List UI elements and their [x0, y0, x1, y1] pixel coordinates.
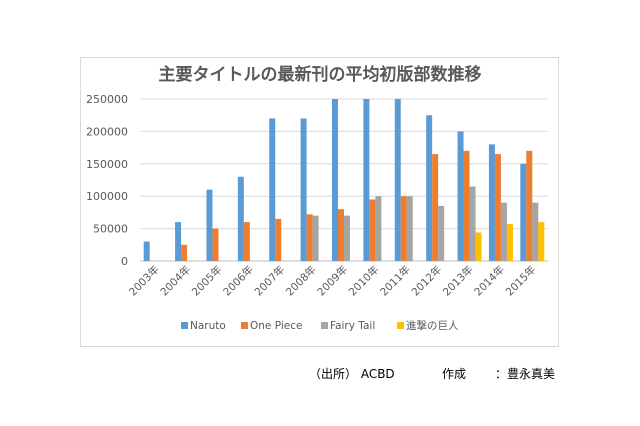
bar-naruto — [269, 118, 276, 261]
legend-swatch — [397, 322, 404, 329]
source-note: （出所） ACBD — [309, 367, 395, 381]
bar-one-piece — [432, 154, 439, 261]
legend-swatch — [241, 322, 248, 329]
x-tick-label: 2010年 — [346, 263, 382, 299]
bar-one-piece — [526, 150, 533, 261]
bar-naruto — [237, 176, 244, 261]
y-tick-label: 100000 — [86, 190, 128, 203]
bar-fairy-tail — [500, 202, 507, 261]
bar-fairy-tail — [344, 215, 350, 261]
bar-進撃の巨人 — [506, 224, 513, 261]
bar-naruto — [426, 115, 433, 261]
bar-naruto — [488, 144, 495, 261]
y-tick-label: 250000 — [86, 93, 128, 106]
bar-進撃の巨人 — [538, 222, 545, 261]
bar-one-piece — [181, 244, 188, 261]
bar-one-piece — [243, 222, 250, 261]
bar-one-piece — [400, 196, 407, 261]
y-tick-label: 0 — [121, 255, 128, 268]
bar-one-piece — [338, 209, 344, 261]
x-tick-label: 2014年 — [472, 263, 508, 299]
legend-label: Fairy Tail — [330, 320, 375, 332]
x-tick-label: 2005年 — [189, 263, 225, 299]
x-tick-label: 2003年 — [126, 263, 162, 299]
x-tick-label: 2015年 — [503, 263, 539, 299]
bar-fairy-tail — [438, 205, 445, 261]
bar-naruto — [394, 99, 401, 261]
bar-naruto — [175, 222, 182, 261]
y-tick-label: 150000 — [86, 158, 128, 171]
bar-one-piece — [275, 218, 282, 261]
bar-naruto — [206, 189, 213, 261]
author-label: 作成 — [442, 367, 467, 381]
bar-naruto — [520, 163, 527, 261]
x-tick-label: 2004年 — [158, 263, 194, 299]
bar-fairy-tail — [375, 196, 382, 261]
bar-one-piece — [306, 214, 313, 261]
bar-naruto — [332, 99, 338, 261]
x-tick-label: 2011年 — [377, 263, 413, 299]
legend-swatch — [181, 322, 188, 329]
x-tick-label: 2009年 — [315, 263, 351, 299]
bar-naruto — [300, 118, 307, 261]
bar-naruto — [363, 99, 370, 261]
bar-one-piece — [463, 150, 470, 261]
bar-one-piece — [494, 154, 501, 261]
bar-naruto — [457, 131, 464, 261]
legend-label: One Piece — [250, 320, 302, 332]
bar-one-piece — [212, 228, 219, 261]
y-tick-label: 50000 — [93, 223, 128, 236]
x-tick-label: 2013年 — [440, 263, 476, 299]
x-tick-label: 2008年 — [283, 263, 319, 299]
author-name: ：豊永真美 — [495, 367, 556, 381]
bar-one-piece — [369, 199, 376, 261]
legend-label: Naruto — [190, 320, 226, 332]
legend-label: 進撃の巨人 — [406, 319, 459, 332]
legend-swatch — [321, 322, 328, 329]
y-tick-label: 200000 — [86, 125, 128, 138]
chart-title: 主要タイトルの最新刊の平均初版部数推移 — [159, 64, 482, 85]
chart-container — [80, 57, 559, 347]
bar-fairy-tail — [406, 196, 413, 261]
bar-進撃の巨人 — [475, 232, 482, 261]
x-tick-label: 2012年 — [409, 263, 445, 299]
x-tick-label: 2006年 — [220, 263, 256, 299]
bar-naruto — [143, 241, 150, 261]
bar-fairy-tail — [532, 202, 539, 261]
x-tick-label: 2007年 — [252, 263, 288, 299]
bar-fairy-tail — [469, 186, 476, 261]
bar-fairy-tail — [312, 215, 319, 261]
